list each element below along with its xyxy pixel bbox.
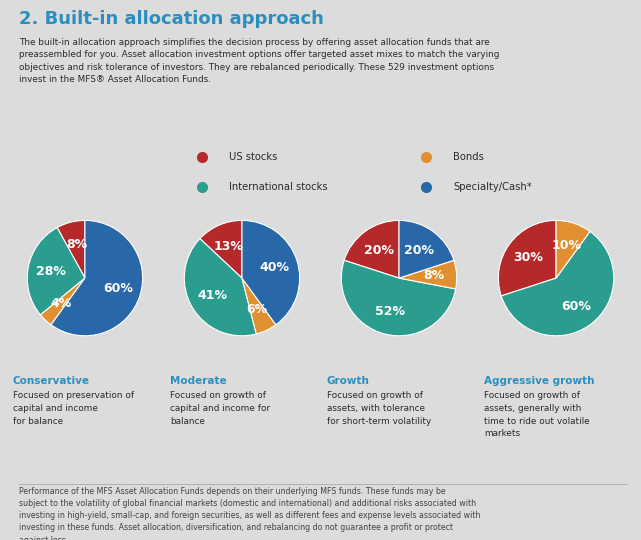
Wedge shape	[40, 278, 85, 325]
Text: 41%: 41%	[197, 289, 227, 302]
Text: 2. Built-in allocation approach: 2. Built-in allocation approach	[19, 10, 324, 28]
Text: Focused on growth of
assets, generally with
time to ride out volatile
markets: Focused on growth of assets, generally w…	[484, 392, 590, 438]
Wedge shape	[242, 278, 276, 334]
Text: 8%: 8%	[66, 238, 87, 251]
Text: US stocks: US stocks	[229, 152, 277, 161]
Text: 28%: 28%	[36, 265, 66, 278]
Text: 60%: 60%	[103, 282, 133, 295]
Text: 20%: 20%	[363, 244, 394, 256]
Text: 52%: 52%	[376, 305, 405, 318]
Text: 8%: 8%	[423, 269, 444, 282]
Wedge shape	[499, 220, 556, 296]
Text: Focused on growth of
assets, with tolerance
for short-term volatility: Focused on growth of assets, with tolera…	[327, 392, 431, 426]
Text: 20%: 20%	[404, 244, 435, 256]
Text: 40%: 40%	[260, 261, 290, 274]
Text: Performance of the MFS Asset Allocation Funds depends on their underlying MFS fu: Performance of the MFS Asset Allocation …	[19, 487, 481, 540]
Text: Focused on preservation of
capital and income
for balance: Focused on preservation of capital and i…	[13, 392, 134, 426]
Wedge shape	[399, 260, 456, 289]
Text: 6%: 6%	[246, 303, 267, 316]
Wedge shape	[501, 232, 614, 336]
Wedge shape	[28, 227, 85, 315]
Text: 10%: 10%	[552, 239, 582, 252]
Text: Growth: Growth	[327, 376, 370, 386]
Text: Moderate: Moderate	[170, 376, 226, 386]
Text: 30%: 30%	[513, 251, 543, 264]
Text: International stocks: International stocks	[229, 182, 328, 192]
Wedge shape	[51, 220, 142, 336]
Text: Focused on growth of
capital and income for
balance: Focused on growth of capital and income …	[170, 392, 270, 426]
Text: Specialty/Cash*: Specialty/Cash*	[453, 182, 532, 192]
Text: 60%: 60%	[562, 300, 592, 313]
Text: Aggressive growth: Aggressive growth	[484, 376, 594, 386]
Text: 13%: 13%	[213, 240, 243, 253]
Wedge shape	[399, 220, 454, 278]
Wedge shape	[344, 220, 399, 278]
Wedge shape	[57, 220, 85, 278]
Wedge shape	[556, 220, 590, 278]
Text: Bonds: Bonds	[453, 152, 484, 161]
Wedge shape	[242, 220, 299, 325]
Wedge shape	[200, 220, 242, 278]
Text: The built-in allocation approach simplifies the decision process by offering ass: The built-in allocation approach simplif…	[19, 38, 499, 84]
Wedge shape	[342, 260, 456, 336]
Wedge shape	[185, 239, 256, 336]
Text: 4%: 4%	[51, 297, 72, 310]
Text: Conservative: Conservative	[13, 376, 90, 386]
